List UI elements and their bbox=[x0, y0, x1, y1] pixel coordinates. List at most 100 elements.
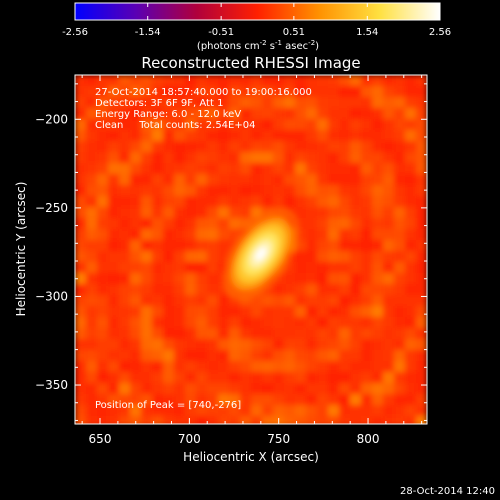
residual-cell bbox=[207, 185, 218, 196]
residual-cell bbox=[416, 75, 427, 86]
residual-cell bbox=[130, 196, 141, 207]
residual-cell bbox=[394, 317, 405, 328]
residual-cell bbox=[317, 152, 328, 163]
residual-cell bbox=[108, 174, 119, 185]
residual-cell bbox=[108, 372, 119, 383]
residual-cell bbox=[75, 317, 86, 328]
chart-title: Reconstructed RHESSI Image bbox=[141, 54, 360, 72]
residual-cell bbox=[372, 75, 383, 86]
residual-cell bbox=[339, 306, 350, 317]
residual-cell bbox=[86, 130, 97, 141]
residual-cell bbox=[339, 75, 350, 86]
residual-cell bbox=[75, 97, 86, 108]
residual-cell bbox=[361, 262, 372, 273]
residual-cell bbox=[328, 218, 339, 229]
residual-cell bbox=[75, 207, 86, 218]
residual-cell bbox=[119, 394, 130, 405]
residual-cell bbox=[350, 251, 361, 262]
residual-cell bbox=[306, 416, 317, 424]
colorbar-tick-label: -0.51 bbox=[208, 27, 234, 38]
residual-cell bbox=[229, 339, 240, 350]
residual-cell bbox=[75, 405, 86, 416]
residual-cell bbox=[196, 75, 207, 86]
residual-cell bbox=[141, 306, 152, 317]
residual-cell bbox=[152, 317, 163, 328]
residual-cell bbox=[163, 75, 174, 86]
residual-cell bbox=[284, 361, 295, 372]
residual-cell bbox=[86, 75, 97, 86]
residual-cell bbox=[119, 361, 130, 372]
residual-cell bbox=[75, 119, 86, 130]
residual-cell bbox=[339, 405, 350, 416]
residual-cell bbox=[119, 163, 130, 174]
residual-cell bbox=[251, 361, 262, 372]
residual-cell bbox=[185, 416, 196, 424]
residual-cell bbox=[306, 262, 317, 273]
residual-cell bbox=[163, 174, 174, 185]
y-axis: −200 −250 −300 −350 bbox=[35, 83, 427, 421]
residual-cell bbox=[383, 130, 394, 141]
residual-cell bbox=[240, 361, 251, 372]
residual-cell bbox=[284, 97, 295, 108]
residual-cell bbox=[240, 317, 251, 328]
residual-cell bbox=[218, 317, 229, 328]
residual-cell bbox=[97, 174, 108, 185]
residual-cell bbox=[350, 119, 361, 130]
residual-cell bbox=[185, 119, 196, 130]
residual-cell bbox=[97, 130, 108, 141]
residual-cell bbox=[394, 97, 405, 108]
residual-cell bbox=[383, 372, 394, 383]
residual-cell bbox=[240, 152, 251, 163]
residual-cell bbox=[119, 119, 130, 130]
residual-cell bbox=[284, 141, 295, 152]
residual-cell bbox=[119, 229, 130, 240]
residual-cell bbox=[185, 284, 196, 295]
residual-cell bbox=[284, 284, 295, 295]
residual-cell bbox=[108, 284, 119, 295]
residual-cell bbox=[284, 317, 295, 328]
residual-cell bbox=[405, 75, 416, 86]
residual-cell bbox=[163, 229, 174, 240]
residual-cell bbox=[75, 130, 86, 141]
residual-cell bbox=[185, 383, 196, 394]
residual-cell bbox=[152, 218, 163, 229]
residual-cell bbox=[317, 405, 328, 416]
residual-cell bbox=[328, 273, 339, 284]
residual-cell bbox=[207, 306, 218, 317]
residual-cell bbox=[339, 141, 350, 152]
residual-cell bbox=[152, 284, 163, 295]
residual-cell bbox=[240, 207, 251, 218]
residual-cell bbox=[174, 262, 185, 273]
residual-cell bbox=[350, 218, 361, 229]
residual-cell bbox=[163, 295, 174, 306]
residual-cell bbox=[240, 394, 251, 405]
residual-cell bbox=[185, 130, 196, 141]
residual-cell bbox=[405, 273, 416, 284]
residual-cell bbox=[86, 383, 97, 394]
residual-cell bbox=[295, 218, 306, 229]
residual-cell bbox=[328, 141, 339, 152]
residual-cell bbox=[416, 130, 427, 141]
residual-cell bbox=[229, 163, 240, 174]
residual-cell bbox=[229, 317, 240, 328]
residual-cell bbox=[207, 152, 218, 163]
residual-cell bbox=[163, 394, 174, 405]
residual-cell bbox=[119, 339, 130, 350]
residual-cell bbox=[361, 251, 372, 262]
residual-cell bbox=[119, 262, 130, 273]
residual-cell bbox=[295, 86, 306, 97]
residual-cell bbox=[251, 416, 262, 424]
residual-cell bbox=[229, 218, 240, 229]
residual-cell bbox=[405, 405, 416, 416]
residual-cell bbox=[218, 86, 229, 97]
residual-cell bbox=[295, 240, 306, 251]
residual-cell bbox=[405, 196, 416, 207]
residual-cell bbox=[185, 251, 196, 262]
residual-cell bbox=[361, 185, 372, 196]
residual-cell bbox=[339, 273, 350, 284]
residual-cell bbox=[361, 284, 372, 295]
residual-cell bbox=[350, 240, 361, 251]
residual-cell bbox=[86, 405, 97, 416]
residual-cell bbox=[97, 240, 108, 251]
clean-residual-pattern bbox=[75, 75, 427, 424]
